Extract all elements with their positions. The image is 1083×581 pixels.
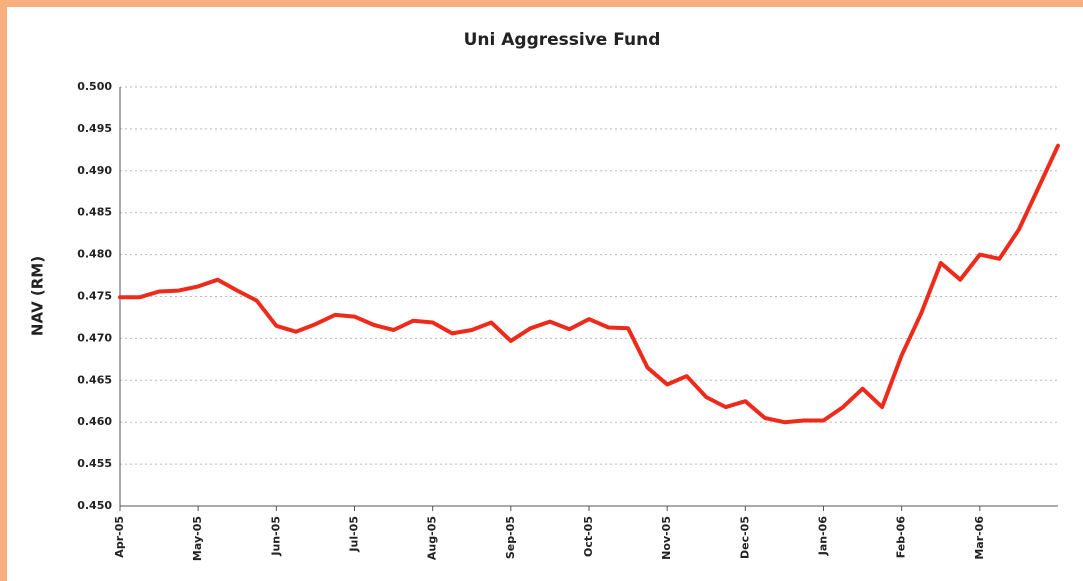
- y-tick-label: 0.450: [77, 499, 112, 512]
- x-tick-label: Aug-05: [426, 516, 439, 560]
- x-tick-label: Sep-05: [504, 516, 517, 559]
- x-tick-label: Jul-05: [348, 516, 361, 553]
- x-tick-label: Mar-06: [973, 516, 986, 560]
- x-tick-label: Apr-05: [113, 516, 126, 558]
- chart-title: Uni Aggressive Fund: [464, 30, 661, 50]
- x-tick-label: Feb-06: [895, 516, 908, 559]
- y-tick-label: 0.470: [77, 331, 112, 344]
- y-axis-label: NAV (RM): [29, 256, 47, 336]
- y-tick-label: 0.495: [77, 122, 112, 135]
- y-tick-label: 0.485: [77, 206, 112, 219]
- x-tick-label: Jun-05: [269, 516, 282, 557]
- x-tick-label: Dec-05: [738, 516, 751, 559]
- x-tick-label: May-05: [191, 516, 204, 561]
- x-tick-label: Oct-05: [582, 516, 595, 557]
- nav-line: [118, 143, 1060, 425]
- y-tick-label: 0.490: [77, 164, 112, 177]
- y-tick-label: 0.500: [77, 80, 112, 93]
- y-tick-label: 0.455: [77, 457, 112, 470]
- y-tick-label: 0.460: [77, 415, 112, 428]
- y-tick-label: 0.465: [77, 373, 112, 386]
- y-tick-label: 0.480: [77, 248, 112, 261]
- x-tick-label: Nov-05: [660, 516, 673, 560]
- y-tick-label: 0.475: [77, 290, 112, 303]
- panel: [7, 7, 1083, 581]
- x-tick-label: Jan-06: [817, 516, 830, 557]
